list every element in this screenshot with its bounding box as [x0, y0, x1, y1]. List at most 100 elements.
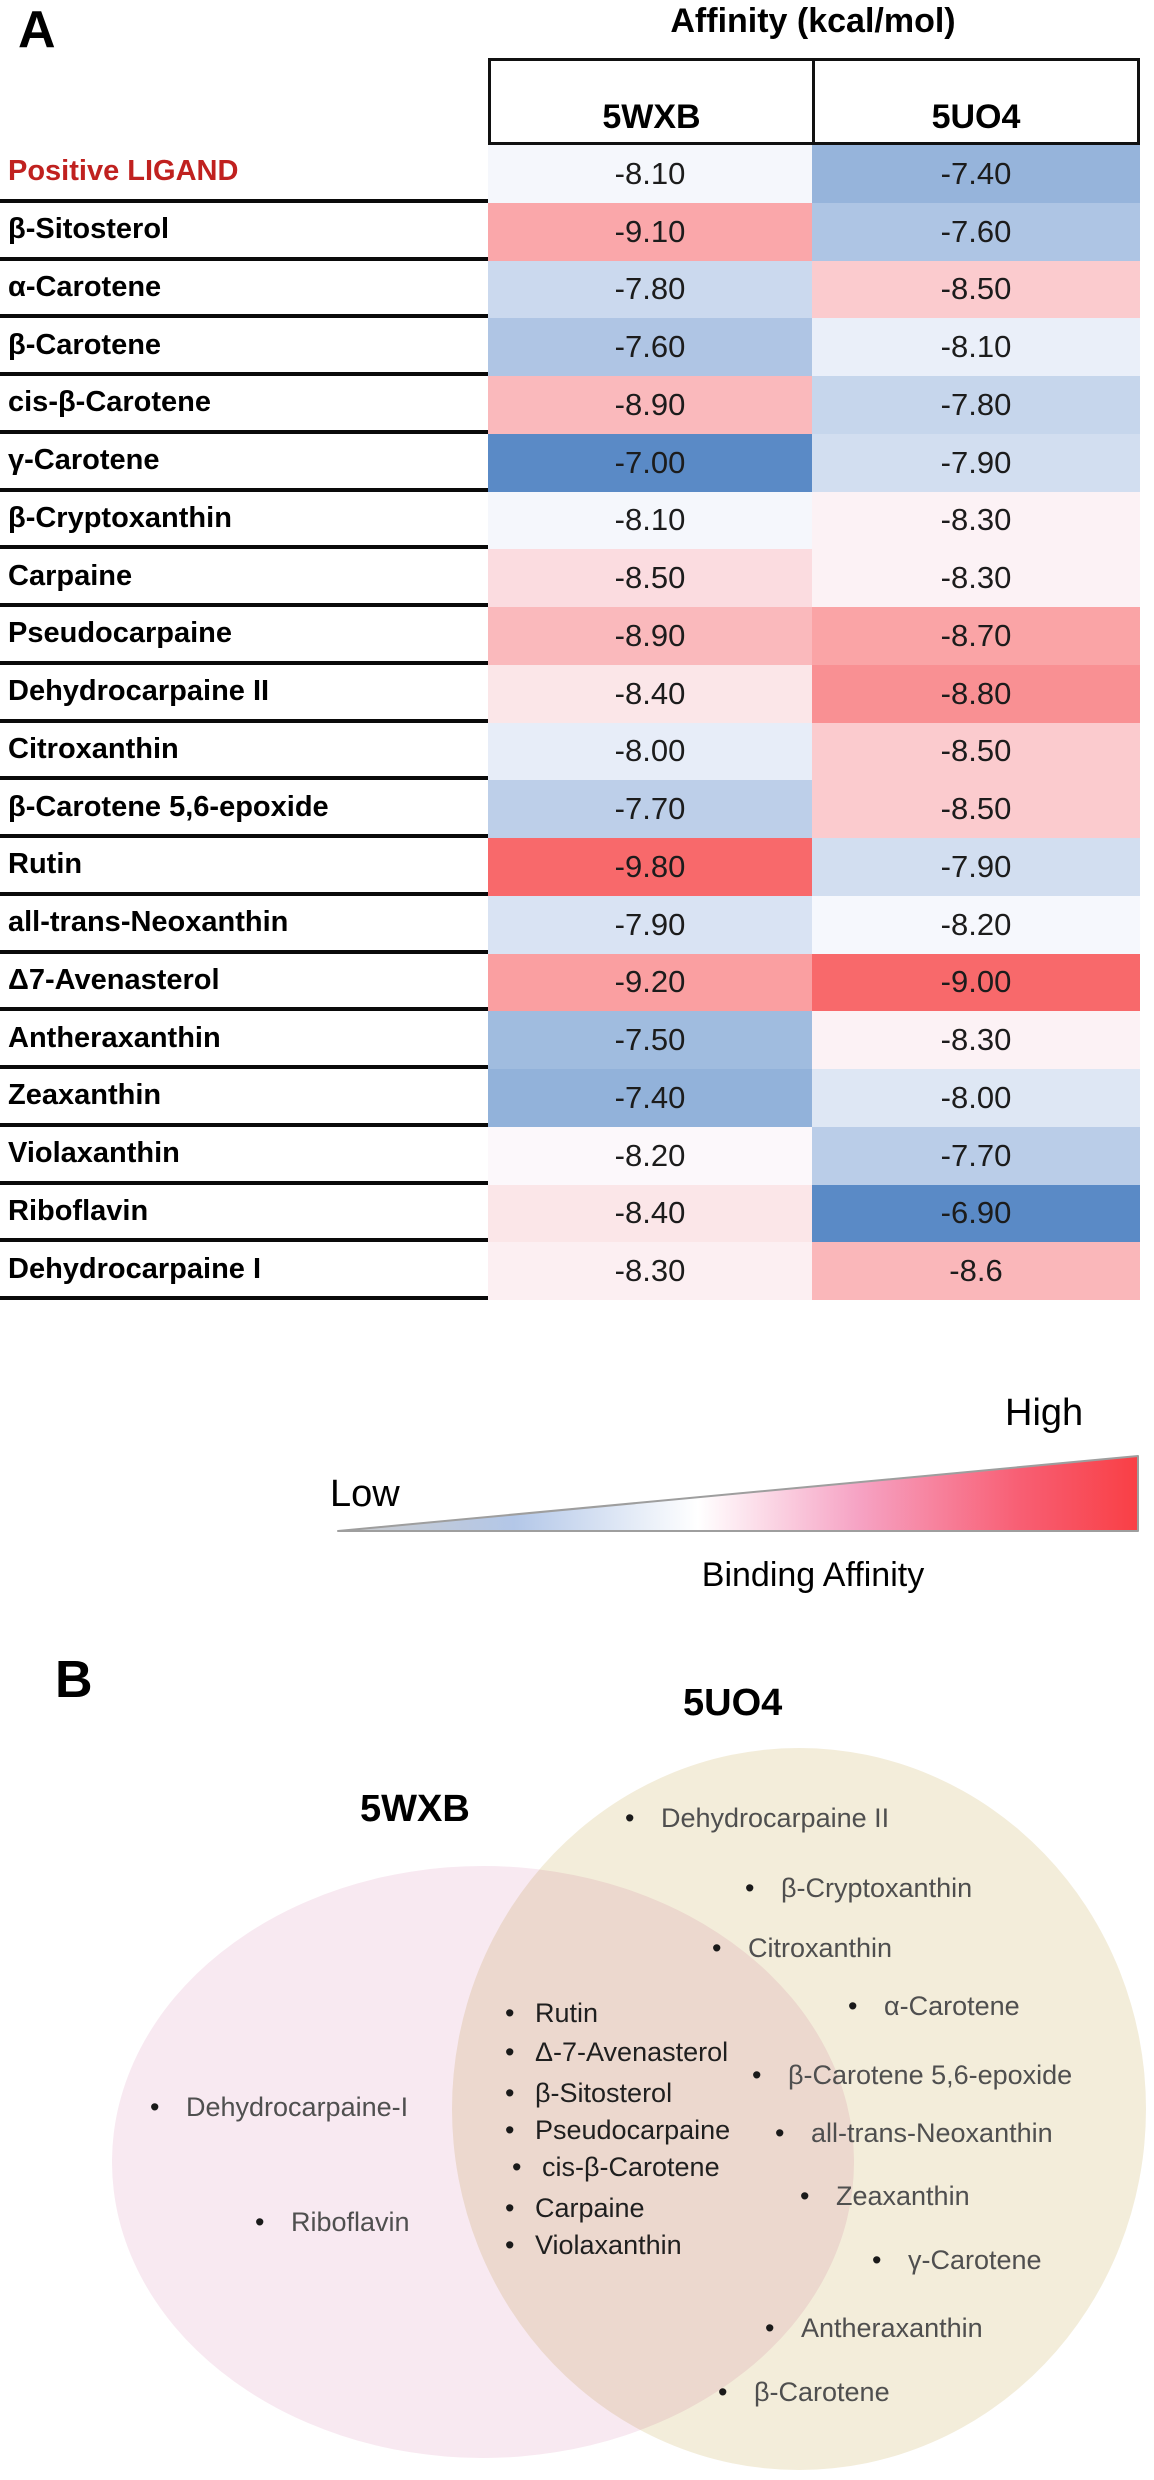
venn-title-5wxb: 5WXB [360, 1788, 470, 1830]
cell-5wxb: -8.50 [488, 549, 812, 607]
venn-item-5uo4-only: Citroxanthin [712, 1932, 892, 1964]
table-row: Citroxanthin -8.00 -8.50 [0, 722, 1140, 781]
row-label: all-trans-Neoxanthin [0, 895, 488, 954]
cell-5uo4: -8.50 [812, 722, 1140, 781]
row-label: Rutin [0, 838, 488, 896]
table-row: α-Carotene -7.80 -8.50 [0, 260, 1140, 319]
row-label: cis-β-Carotene [0, 376, 488, 434]
row-label: β-Sitosterol [0, 202, 488, 261]
row-label: Citroxanthin [0, 722, 488, 781]
cell-5wxb: -9.20 [488, 953, 812, 1012]
venn-title-5uo4: 5UO4 [683, 1682, 783, 1724]
cell-5uo4: -6.90 [812, 1184, 1140, 1243]
row-label-positive-ligand: Positive LIGAND [0, 145, 488, 203]
cell-5wxb: -7.50 [488, 1011, 812, 1069]
affinity-gradient-triangle [337, 1455, 1139, 1532]
cell-5uo4: -7.70 [812, 1126, 1140, 1185]
venn-item-shared: Pseudocarpaine [505, 2114, 730, 2146]
row-label: Zeaxanthin [0, 1069, 488, 1127]
venn-item-shared: β-Sitosterol [505, 2077, 672, 2109]
table-row: Riboflavin -8.40 -6.90 [0, 1184, 1140, 1243]
cell-5uo4: -7.40 [812, 145, 1140, 203]
row-label: β-Carotene 5,6-epoxide [0, 780, 488, 838]
cell-5wxb: -8.40 [488, 1184, 812, 1243]
cell-5wxb: -7.90 [488, 895, 812, 954]
row-label: α-Carotene [0, 260, 488, 319]
table-row: Dehydrocarpaine I -8.30 -8.6 [0, 1242, 1140, 1300]
venn-item-shared: Carpaine [505, 2192, 645, 2224]
row-label: Dehydrocarpaine II [0, 664, 488, 723]
table-row: Positive LIGAND -8.10 -7.40 [0, 145, 1140, 203]
cell-5wxb: -8.40 [488, 664, 812, 723]
row-label: Pseudocarpaine [0, 607, 488, 665]
cell-5wxb: -8.30 [488, 1242, 812, 1300]
legend-caption: Binding Affinity [701, 1556, 925, 1594]
row-label: β-Cryptoxanthin [0, 491, 488, 550]
table-row: β-Sitosterol -9.10 -7.60 [0, 202, 1140, 261]
venn-item-5uo4-only: β-Carotene [718, 2376, 890, 2408]
cell-5uo4: -8.6 [812, 1242, 1140, 1300]
cell-5uo4: -7.80 [812, 376, 1140, 434]
cell-5wxb: -8.20 [488, 1126, 812, 1185]
table-row: β-Carotene -7.60 -8.10 [0, 318, 1140, 376]
cell-5uo4: -8.10 [812, 318, 1140, 376]
row-label: Riboflavin [0, 1184, 488, 1243]
cell-5wxb: -7.80 [488, 260, 812, 319]
row-label: β-Carotene [0, 318, 488, 376]
cell-5uo4: -9.00 [812, 953, 1140, 1012]
panel-a-label: A [18, 1, 56, 59]
cell-5wxb: -9.10 [488, 202, 812, 261]
cell-5wxb: -7.00 [488, 433, 812, 492]
cell-5wxb: -8.90 [488, 607, 812, 665]
venn-item-5uo4-only: β-Carotene 5,6-epoxide [752, 2059, 1072, 2091]
venn-item-5uo4-only: γ-Carotene [872, 2244, 1042, 2276]
row-label: Dehydrocarpaine I [0, 1242, 488, 1300]
table-row: β-Cryptoxanthin -8.10 -8.30 [0, 491, 1140, 550]
cell-5uo4: -8.30 [812, 549, 1140, 607]
cell-5uo4: -8.50 [812, 260, 1140, 319]
column-header-5uo4: 5UO4 [931, 98, 1021, 136]
cell-5wxb: -8.10 [488, 145, 812, 203]
venn-item-5uo4-only: β-Cryptoxanthin [745, 1872, 972, 1904]
table-row: Δ7-Avenasterol -9.20 -9.00 [0, 953, 1140, 1012]
venn-item-5wxb-only: Dehydrocarpaine-I [150, 2091, 408, 2123]
table-row: Zeaxanthin -7.40 -8.00 [0, 1069, 1140, 1127]
cell-5uo4: -8.30 [812, 1011, 1140, 1069]
venn-item-5uo4-only: all-trans-Neoxanthin [775, 2117, 1053, 2149]
venn-item-shared: Violaxanthin [505, 2229, 682, 2261]
panel-b-label: B [55, 1651, 93, 1709]
cell-5wxb: -7.70 [488, 780, 812, 838]
cell-5uo4: -8.00 [812, 1069, 1140, 1127]
table-row: all-trans-Neoxanthin -7.90 -8.20 [0, 895, 1140, 954]
table-row: β-Carotene 5,6-epoxide -7.70 -8.50 [0, 780, 1140, 838]
cell-5wxb: -8.00 [488, 722, 812, 781]
legend-high-label: High [1005, 1392, 1084, 1434]
cell-5wxb: -7.60 [488, 318, 812, 376]
legend-low-label: Low [330, 1473, 400, 1515]
cell-5uo4: -7.60 [812, 202, 1140, 261]
cell-5uo4: -8.70 [812, 607, 1140, 665]
table-row: Pseudocarpaine -8.90 -8.70 [0, 607, 1140, 665]
cell-5wxb: -8.90 [488, 376, 812, 434]
table-row: Rutin -9.80 -7.90 [0, 838, 1140, 896]
venn-item-shared: Δ-7-Avenasterol [505, 2036, 728, 2068]
table-row: cis-β-Carotene -8.90 -7.80 [0, 376, 1140, 434]
cell-5uo4: -8.30 [812, 491, 1140, 550]
venn-item-5uo4-only: Zeaxanthin [800, 2180, 970, 2212]
table-row: Carpaine -8.50 -8.30 [0, 549, 1140, 607]
cell-5uo4: -8.50 [812, 780, 1140, 838]
venn-item-5uo4-only: Dehydrocarpaine II [625, 1802, 889, 1834]
cell-5wxb: -8.10 [488, 491, 812, 550]
venn-item-shared: Rutin [505, 1997, 598, 2029]
table-row: γ-Carotene -7.00 -7.90 [0, 433, 1140, 492]
affinity-title: Affinity (kcal/mol) [670, 2, 956, 40]
column-header-box: 5WXB 5UO4 [488, 58, 1140, 145]
cell-5wxb: -7.40 [488, 1069, 812, 1127]
row-label: Carpaine [0, 549, 488, 607]
venn-circle-5uo4 [452, 1748, 1146, 2470]
table-row: Violaxanthin -8.20 -7.70 [0, 1126, 1140, 1185]
affinity-heatmap-table: Positive LIGAND -8.10 -7.40 β-Sitosterol… [0, 145, 1140, 1300]
row-label: Violaxanthin [0, 1126, 488, 1185]
cell-5uo4: -8.20 [812, 895, 1140, 954]
table-row: Dehydrocarpaine II -8.40 -8.80 [0, 664, 1140, 723]
